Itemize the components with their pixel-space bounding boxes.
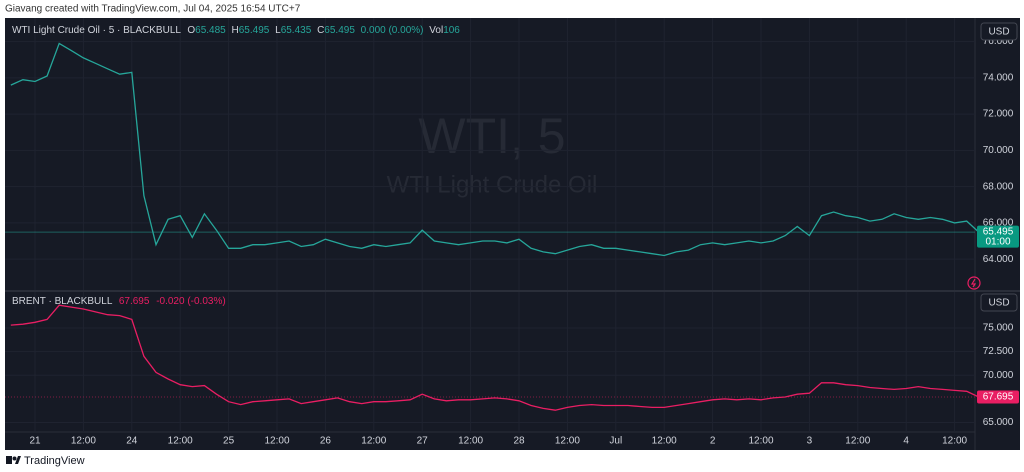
currency[interactable]: USD <box>988 298 1009 309</box>
change: 0.000 (0.00%) <box>361 25 424 36</box>
x-tick-label: 12:00 <box>168 436 193 447</box>
ohlc-label: H <box>232 25 239 36</box>
y-tick-label: 66.000 <box>983 218 1014 229</box>
grid <box>5 18 975 432</box>
y-tick-label: 70.000 <box>983 145 1014 156</box>
last-price-label: 67.695 <box>983 392 1014 403</box>
alert-icon[interactable] <box>967 276 981 290</box>
bottom-legend: BRENT · BLACKBULL 67.695 -0.020 (-0.03%) <box>12 296 226 307</box>
x-tick-label: 26 <box>320 436 332 447</box>
axes: 64.000 66.000 68.000 70.000 72.000 74.000 76.0… <box>29 36 1019 447</box>
price-line <box>10 304 980 411</box>
last-price-box <box>977 225 1019 248</box>
x-tick-label: 24 <box>126 436 138 447</box>
x-tick-label: 12:00 <box>748 436 773 447</box>
y-tick-label: 70.000 <box>983 370 1014 381</box>
currency-button[interactable] <box>980 293 1018 312</box>
x-tick-label: 12:00 <box>361 436 386 447</box>
x-tick-label: 12:00 <box>458 436 483 447</box>
y-tick-label: 74.000 <box>983 72 1014 83</box>
watermark: WTI, 5 <box>418 108 565 164</box>
ohlc-value: 65.495 <box>324 25 355 36</box>
footer-brand: TradingView <box>24 455 85 467</box>
x-tick-label: Jul <box>609 436 622 447</box>
top-legend: WTI Light Crude Oil · 5 · BLACKBULL O65.… <box>12 25 460 36</box>
last-price-label: 65.495 <box>983 227 1014 238</box>
x-tick-label: 12:00 <box>264 436 289 447</box>
countdown: 01:00 <box>985 237 1010 248</box>
x-tick-label: 4 <box>903 436 909 447</box>
tradingview-logo <box>6 456 21 464</box>
change: -0.020 (-0.03%) <box>156 296 225 307</box>
ohlc-label: C <box>317 25 324 36</box>
last-price: 67.695 <box>119 296 150 307</box>
x-tick-label: 25 <box>223 436 235 447</box>
y-tick-label: 72.000 <box>983 109 1014 120</box>
volume-label: Vol <box>429 25 443 36</box>
watermark-subtitle: WTI Light Crude Oil <box>387 171 598 198</box>
x-tick-label: 21 <box>29 436 41 447</box>
ohlc-value: 65.485 <box>195 25 226 36</box>
chart-background <box>5 18 1020 450</box>
x-tick-label: 3 <box>807 436 813 447</box>
price-line <box>10 42 980 257</box>
y-tick-label: 68.000 <box>983 181 1014 192</box>
currency-button[interactable] <box>980 22 1018 41</box>
ohlc-label: L <box>275 25 281 36</box>
marks <box>5 42 980 411</box>
legend-title: WTI Light Crude Oil · 5 · BLACKBULL <box>12 25 181 36</box>
volume: 106 <box>443 25 460 36</box>
y-tick-label: 64.000 <box>983 254 1014 265</box>
ohlc-value: 65.495 <box>239 25 270 36</box>
x-tick-label: 12:00 <box>845 436 870 447</box>
ohlc-value: 65.435 <box>281 25 312 36</box>
credit: Giavang created with TradingView.com, Ju… <box>5 4 301 15</box>
x-tick-label: 12:00 <box>652 436 677 447</box>
legend-title: BRENT · BLACKBULL <box>12 296 113 307</box>
currency[interactable]: USD <box>988 27 1009 38</box>
y-tick-label: 65.000 <box>983 417 1014 428</box>
x-tick-label: 12:00 <box>555 436 580 447</box>
x-tick-label: 12:00 <box>71 436 96 447</box>
y-tick-label: 76.000 <box>983 36 1014 47</box>
y-tick-label: 72.500 <box>983 346 1014 357</box>
x-tick-label: 27 <box>417 436 429 447</box>
x-tick-label: 12:00 <box>942 436 967 447</box>
x-tick-label: 28 <box>513 436 525 447</box>
alert-icon-bolt <box>970 278 977 288</box>
ohlc-label: O <box>187 25 195 36</box>
x-tick-label: 2 <box>710 436 716 447</box>
last-price-box <box>977 390 1019 404</box>
y-tick-label: 75.000 <box>983 323 1014 334</box>
